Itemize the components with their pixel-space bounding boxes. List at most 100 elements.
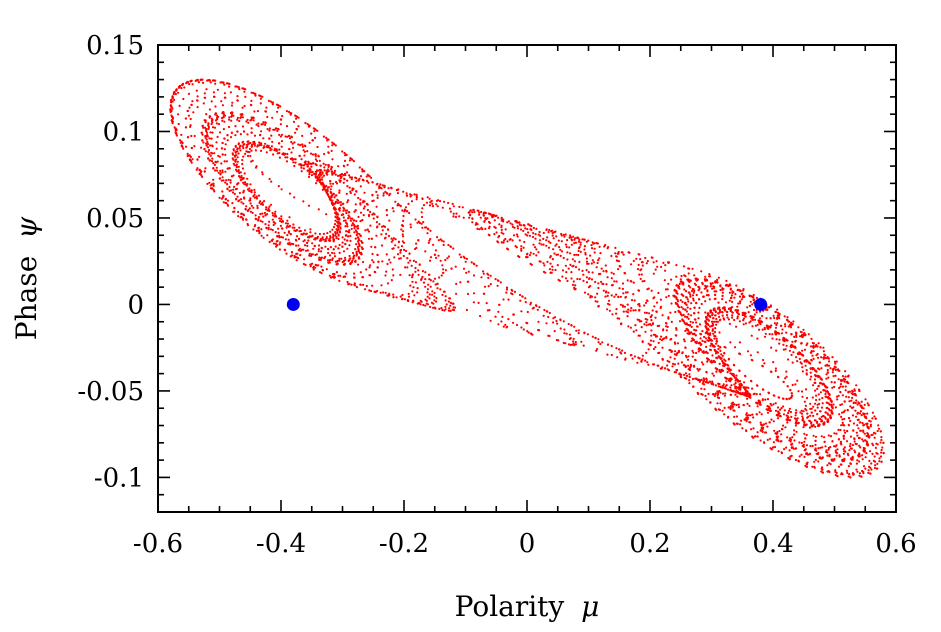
trajectory-point [375, 234, 378, 237]
trajectory-point [739, 386, 742, 389]
trajectory-point [412, 259, 415, 262]
trajectory-point [640, 360, 643, 363]
trajectory-point [303, 244, 307, 247]
trajectory-point [346, 179, 349, 182]
trajectory-point [800, 441, 804, 444]
trajectory-point [694, 318, 697, 321]
trajectory-point [750, 358, 753, 361]
trajectory-point [704, 275, 707, 278]
trajectory-point [619, 265, 622, 268]
trajectory-point [821, 471, 824, 474]
trajectory-point [533, 246, 537, 249]
trajectory-point [400, 228, 403, 231]
trajectory-point [573, 288, 576, 291]
trajectory-point [748, 304, 751, 307]
trajectory-point [697, 392, 700, 395]
trajectory-point [794, 411, 797, 414]
trajectory-point [292, 223, 295, 226]
trajectory-point [829, 463, 832, 466]
trajectory-point [547, 315, 550, 319]
trajectory-point [800, 412, 804, 415]
trajectory-point [803, 449, 806, 452]
trajectory-point [500, 231, 503, 234]
trajectory-point [600, 267, 603, 270]
trajectory-point [520, 326, 523, 329]
trajectory-point [297, 125, 300, 128]
trajectory-point [831, 440, 834, 443]
trajectory-point [646, 361, 649, 364]
trajectory-point [863, 403, 866, 406]
trajectory-point [782, 397, 785, 400]
trajectory-point [688, 379, 691, 382]
trajectory-point [420, 215, 424, 219]
trajectory-point [869, 425, 873, 428]
trajectory-point [241, 158, 244, 162]
trajectory-point [759, 393, 762, 396]
trajectory-point [650, 315, 653, 318]
trajectory-point [695, 377, 698, 380]
trajectory-point [338, 222, 342, 225]
trajectory-point [191, 158, 194, 161]
trajectory-point [756, 323, 759, 326]
trajectory-point [724, 392, 727, 395]
trajectory-point [684, 275, 687, 278]
trajectory-point [334, 211, 337, 214]
trajectory-point [496, 284, 499, 287]
trajectory-point [633, 299, 636, 302]
trajectory-point [190, 146, 193, 149]
trajectory-point [224, 181, 227, 184]
trajectory-point [362, 169, 365, 172]
trajectory-point [267, 99, 270, 102]
trajectory-point [330, 194, 333, 197]
trajectory-point [545, 239, 548, 242]
trajectory-point [795, 421, 798, 424]
trajectory-point [874, 432, 877, 435]
trajectory-point [743, 381, 746, 384]
trajectory-point [572, 235, 575, 238]
trajectory-point [556, 322, 559, 325]
trajectory-point [353, 254, 356, 257]
trajectory-point [688, 382, 691, 385]
trajectory-point [574, 266, 578, 269]
trajectory-point [242, 218, 245, 221]
trajectory-point [700, 378, 703, 381]
trajectory-point [228, 116, 231, 119]
trajectory-point [343, 177, 346, 180]
trajectory-point [334, 144, 337, 147]
trajectory-point [496, 279, 499, 282]
trajectory-point [612, 272, 615, 275]
trajectory-point [595, 242, 598, 245]
trajectory-point [318, 256, 321, 259]
trajectory-point [727, 388, 730, 391]
trajectory-point [683, 301, 687, 305]
trajectory-point [278, 236, 281, 239]
trajectory-point [824, 416, 827, 419]
trajectory-point [382, 291, 385, 294]
trajectory-point [507, 220, 510, 223]
trajectory-point [295, 235, 299, 238]
trajectory-point [327, 170, 330, 173]
trajectory-point [535, 304, 538, 308]
trajectory-point [177, 91, 180, 94]
trajectory-point [853, 392, 856, 396]
trajectory-point [745, 429, 748, 433]
trajectory-point [599, 342, 602, 346]
trajectory-point [287, 242, 290, 246]
trajectory-point [749, 354, 753, 357]
trajectory-point [714, 310, 717, 314]
trajectory-point [753, 435, 757, 438]
trajectory-point [385, 232, 388, 235]
trajectory-point [742, 319, 745, 322]
trajectory-point [736, 317, 739, 320]
trajectory-point [795, 409, 798, 412]
trajectory-point [847, 416, 851, 420]
trajectory-point [630, 299, 634, 302]
trajectory-point [814, 439, 817, 442]
trajectory-point [403, 208, 406, 211]
trajectory-point [320, 169, 323, 172]
trajectory-point [587, 277, 591, 280]
trajectory-point [812, 342, 816, 345]
trajectory-point [405, 209, 408, 212]
trajectory-point [810, 359, 813, 362]
trajectory-point [800, 362, 803, 365]
